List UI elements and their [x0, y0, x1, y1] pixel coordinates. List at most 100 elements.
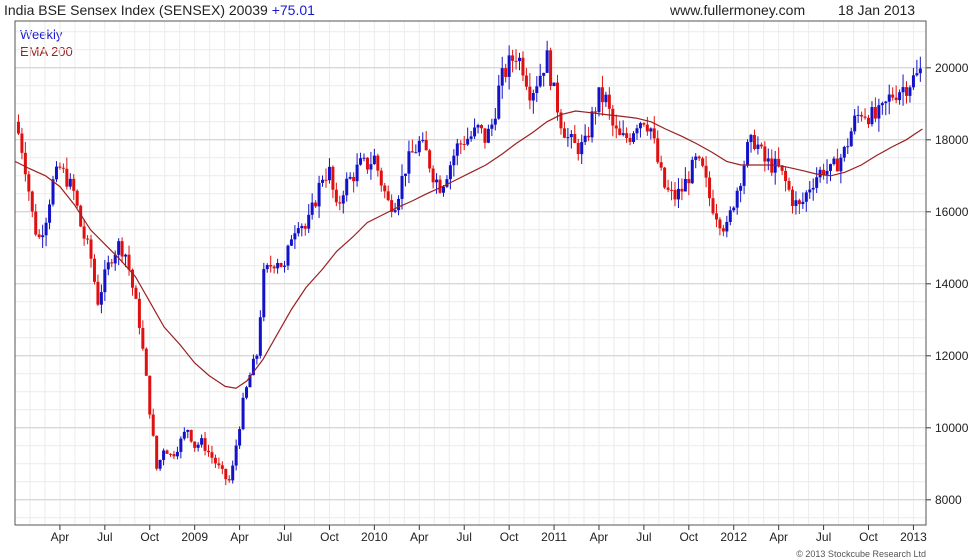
candle-body: [182, 431, 186, 439]
candle-body: [217, 463, 221, 466]
y-tick-label: 14000: [935, 277, 969, 291]
candle-body: [89, 239, 93, 259]
candle-body: [359, 158, 363, 165]
candle-body: [428, 150, 432, 169]
candle-body: [832, 158, 836, 165]
candle-body: [670, 189, 674, 191]
candle-body: [797, 200, 801, 205]
candle-body: [818, 169, 822, 178]
candle-body: [860, 114, 864, 117]
candle-body: [213, 457, 217, 464]
candle-body: [521, 57, 525, 76]
ema-200-line: [14, 110, 923, 389]
candle-body: [82, 226, 86, 239]
candle-body: [262, 269, 266, 318]
candle-body: [556, 82, 560, 113]
candle-body: [86, 238, 90, 240]
candle-body: [390, 200, 394, 212]
candle-body: [784, 170, 788, 181]
candle-body: [58, 166, 62, 168]
candle-body: [683, 178, 687, 192]
candle-body: [566, 137, 570, 139]
candle-body: [37, 234, 41, 238]
candle-body: [186, 430, 190, 432]
candle-body: [842, 146, 846, 158]
candle-body: [777, 158, 781, 166]
candle-body: [279, 262, 283, 267]
candle-body: [30, 191, 34, 212]
candle-body: [808, 189, 812, 193]
candle-body: [531, 93, 535, 101]
candle-body: [276, 262, 280, 269]
candle-body: [300, 225, 304, 229]
candle-body: [369, 164, 373, 170]
x-tick-label: Oct: [500, 530, 519, 544]
candle-body: [500, 68, 504, 86]
candle-body: [704, 165, 708, 178]
candle-body: [54, 166, 58, 180]
candle-body: [749, 134, 753, 143]
candle-body: [207, 450, 211, 453]
candle-body: [594, 111, 598, 113]
candle-body: [766, 158, 770, 162]
candle-body: [23, 152, 27, 175]
x-tick-label: Jul: [457, 530, 472, 544]
x-tick-label: Jul: [636, 530, 651, 544]
candle-body: [469, 136, 473, 139]
candle-body: [759, 144, 763, 147]
candle-body: [815, 177, 819, 188]
candle-body: [545, 50, 549, 73]
candle-body: [324, 179, 328, 181]
candle-body: [790, 189, 794, 206]
candle-body: [632, 133, 636, 142]
candle-body: [880, 103, 884, 106]
candle-body: [884, 101, 888, 104]
candle-body: [48, 204, 52, 223]
candle-body: [462, 143, 466, 145]
candle-body: [414, 152, 418, 154]
candle-body: [238, 429, 242, 446]
candle-body: [863, 116, 867, 118]
candle-body: [804, 192, 808, 202]
candle-body: [597, 87, 601, 113]
candle-body: [403, 173, 407, 176]
candle-body: [652, 128, 656, 139]
candle-body: [483, 128, 487, 143]
candle-body: [79, 205, 83, 227]
candle-body: [410, 151, 414, 153]
candle-body: [96, 281, 100, 305]
candle-body: [576, 142, 580, 155]
candle-body: [549, 50, 553, 86]
candle-body: [787, 180, 791, 190]
candle-body: [628, 137, 632, 142]
candle-body: [303, 225, 307, 229]
candle-body: [763, 146, 767, 162]
candle-body: [635, 128, 639, 134]
candle-body: [407, 151, 411, 174]
candle-body: [296, 228, 300, 234]
candle-body: [614, 125, 618, 129]
candle-body: [587, 135, 591, 138]
candle-body: [41, 235, 45, 238]
candle-body: [120, 241, 124, 257]
candle-body: [535, 86, 539, 94]
candle-body: [486, 128, 490, 143]
candle-body: [172, 454, 176, 457]
candle-body: [255, 355, 259, 359]
candle-body: [379, 170, 383, 186]
candle-body: [894, 97, 898, 101]
candle-body: [193, 441, 197, 448]
candle-body: [245, 387, 249, 398]
candle-body: [604, 94, 608, 103]
candle-body: [393, 210, 397, 212]
candle-body: [376, 155, 380, 171]
candle-body: [714, 213, 718, 220]
candle-body: [314, 202, 318, 207]
candle-body: [210, 452, 214, 458]
candle-body: [877, 105, 881, 119]
candle-body: [327, 166, 331, 181]
candle-body: [659, 162, 663, 168]
candle-body: [479, 125, 483, 129]
candle-body: [321, 179, 325, 183]
candle-body: [424, 139, 428, 151]
